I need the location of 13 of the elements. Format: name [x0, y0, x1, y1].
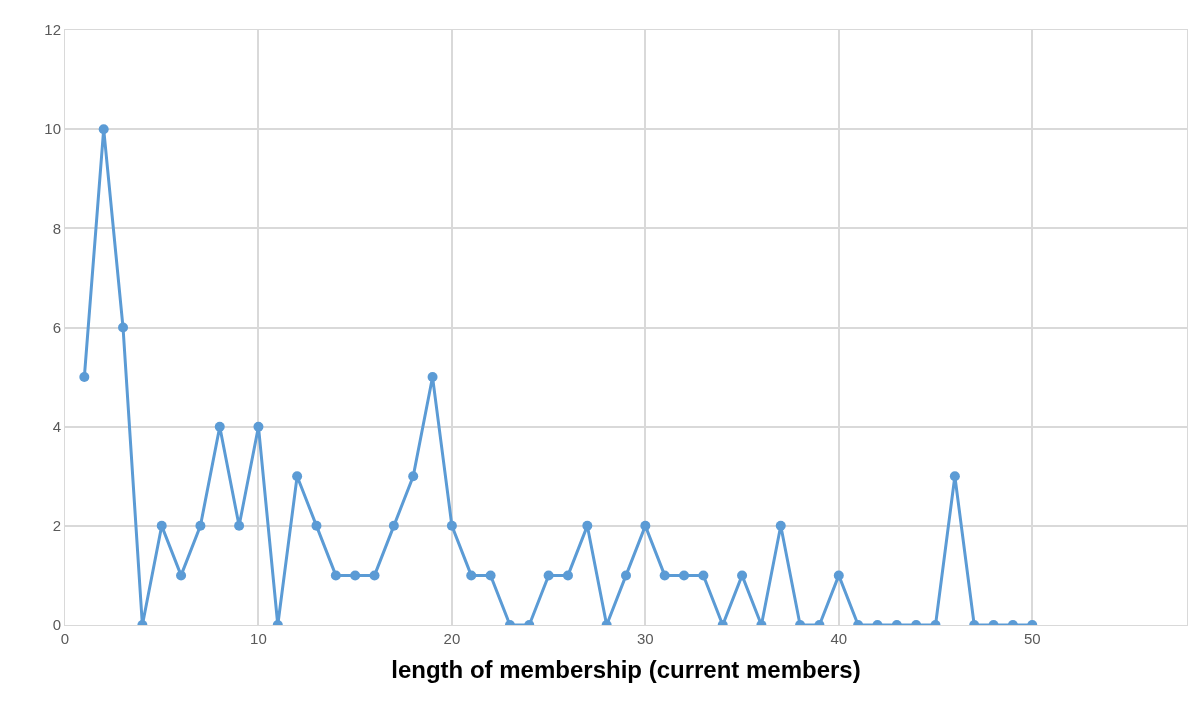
x-tick-label: 40: [830, 630, 848, 647]
y-tick-label: 2: [52, 517, 61, 535]
y-tick-label: 8: [52, 219, 61, 237]
y-tick-label: 10: [44, 120, 61, 138]
y-tick-label: 6: [52, 318, 61, 336]
y-tick-label: 0: [52, 616, 61, 634]
x-tick-label: 10: [250, 630, 267, 647]
x-tick-label: 50: [1023, 630, 1041, 647]
x-axis-title: length of membership (current members): [391, 656, 861, 684]
y-tick-label: 4: [52, 417, 61, 435]
x-tick-label: 30: [637, 630, 654, 647]
x-tick-label: 20: [443, 630, 461, 647]
y-tick-label: 12: [44, 21, 61, 39]
